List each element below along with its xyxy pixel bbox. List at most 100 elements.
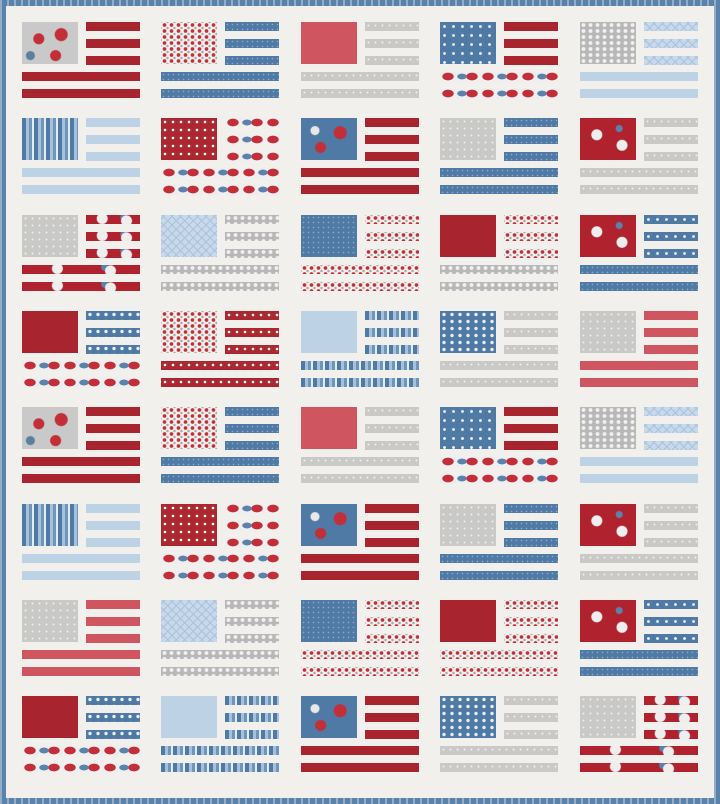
flag-short-stripe xyxy=(86,503,140,513)
flag-long-stripe xyxy=(301,457,419,467)
flag-long-stripe xyxy=(301,168,419,178)
flag-short-stripe xyxy=(644,344,698,354)
flag-long-stripe xyxy=(161,763,279,773)
flag-long-stripe xyxy=(440,570,558,580)
flag-short-stripe xyxy=(86,39,140,48)
flag-canton xyxy=(580,407,636,450)
flag-short-stripe xyxy=(365,248,419,258)
flag-short-stripe xyxy=(644,135,698,145)
flag-short-stripe xyxy=(644,599,698,609)
flag-canton xyxy=(22,22,78,64)
flag-short-stripe xyxy=(504,503,558,513)
flag-long-stripe xyxy=(161,649,279,659)
flag-short-stripe xyxy=(365,310,419,320)
flag-block xyxy=(440,503,558,580)
flag-short-stripe xyxy=(504,407,558,417)
flag-long-stripe xyxy=(301,72,419,81)
flag-short-stripe xyxy=(225,248,279,258)
flag-long-stripe xyxy=(301,377,419,387)
flag-short-stripe xyxy=(504,152,558,162)
flag-long-stripe xyxy=(161,360,279,370)
flag-short-stripe xyxy=(504,135,558,145)
flag-short-stripe xyxy=(225,696,279,706)
flag-short-stripe xyxy=(504,39,558,48)
flag-long-stripe xyxy=(440,281,558,291)
flag-long-stripe xyxy=(22,281,140,291)
flag-short-stripe xyxy=(225,441,279,451)
flag-block xyxy=(440,118,558,195)
flag-canton xyxy=(440,22,496,64)
flag-block xyxy=(440,310,558,387)
flag-short-stripe xyxy=(86,633,140,643)
flag-short-stripe xyxy=(86,344,140,354)
flag-block xyxy=(301,503,419,580)
flag-short-stripe xyxy=(644,118,698,128)
flag-long-stripe xyxy=(580,264,698,274)
flag-block xyxy=(580,22,698,98)
flag-block xyxy=(161,118,279,195)
flag-short-stripe xyxy=(225,633,279,643)
flag-short-stripe xyxy=(365,152,419,162)
flag-canton xyxy=(22,696,78,739)
flag-block xyxy=(580,310,698,387)
flag-short-stripe xyxy=(225,152,279,162)
flag-block xyxy=(161,407,279,484)
flag-short-stripe xyxy=(644,730,698,740)
flag-long-stripe xyxy=(440,649,558,659)
flag-short-stripe xyxy=(365,135,419,145)
flag-block xyxy=(580,503,698,580)
flag-short-stripe xyxy=(86,231,140,241)
flag-long-stripe xyxy=(580,72,698,81)
flag-block xyxy=(580,214,698,291)
flag-block xyxy=(440,214,558,291)
flag-short-stripe xyxy=(504,424,558,434)
flag-long-stripe xyxy=(22,649,140,659)
flag-short-stripe xyxy=(644,537,698,547)
flag-canton xyxy=(301,22,357,64)
flag-block xyxy=(161,599,279,676)
flag-long-stripe xyxy=(580,553,698,563)
flag-long-stripe xyxy=(440,89,558,98)
flag-long-stripe xyxy=(580,281,698,291)
flag-long-stripe xyxy=(161,746,279,756)
flag-short-stripe xyxy=(644,39,698,48)
flag-short-stripe xyxy=(86,713,140,723)
flag-short-stripe xyxy=(365,633,419,643)
flag-short-stripe xyxy=(225,135,279,145)
flag-long-stripe xyxy=(301,360,419,370)
flag-short-stripe xyxy=(644,633,698,643)
flag-long-stripe xyxy=(440,474,558,484)
flag-long-stripe xyxy=(580,746,698,756)
flag-canton xyxy=(580,214,636,257)
flag-long-stripe xyxy=(161,72,279,81)
flag-short-stripe xyxy=(225,616,279,626)
flag-short-stripe xyxy=(504,56,558,65)
flag-short-stripe xyxy=(86,22,140,31)
flag-short-stripe xyxy=(86,599,140,609)
flag-block xyxy=(161,696,279,773)
flag-long-stripe xyxy=(161,666,279,676)
flag-block xyxy=(22,696,140,773)
flag-long-stripe xyxy=(22,474,140,484)
flag-canton xyxy=(161,310,217,353)
flag-long-stripe xyxy=(22,746,140,756)
flag-canton xyxy=(440,599,496,642)
flag-long-stripe xyxy=(440,360,558,370)
flag-long-stripe xyxy=(580,570,698,580)
flag-short-stripe xyxy=(225,231,279,241)
flag-canton xyxy=(161,407,217,450)
flag-long-stripe xyxy=(301,763,419,773)
flag-short-stripe xyxy=(225,730,279,740)
flag-long-stripe xyxy=(580,666,698,676)
flag-block xyxy=(440,22,558,98)
flag-long-stripe xyxy=(440,746,558,756)
flag-short-stripe xyxy=(644,152,698,162)
flag-short-stripe xyxy=(365,520,419,530)
flag-short-stripe xyxy=(644,407,698,417)
flag-long-stripe xyxy=(580,185,698,195)
flag-short-stripe xyxy=(365,713,419,723)
flag-short-stripe xyxy=(86,327,140,337)
flag-long-stripe xyxy=(580,457,698,467)
flag-long-stripe xyxy=(301,264,419,274)
flag-short-stripe xyxy=(644,231,698,241)
